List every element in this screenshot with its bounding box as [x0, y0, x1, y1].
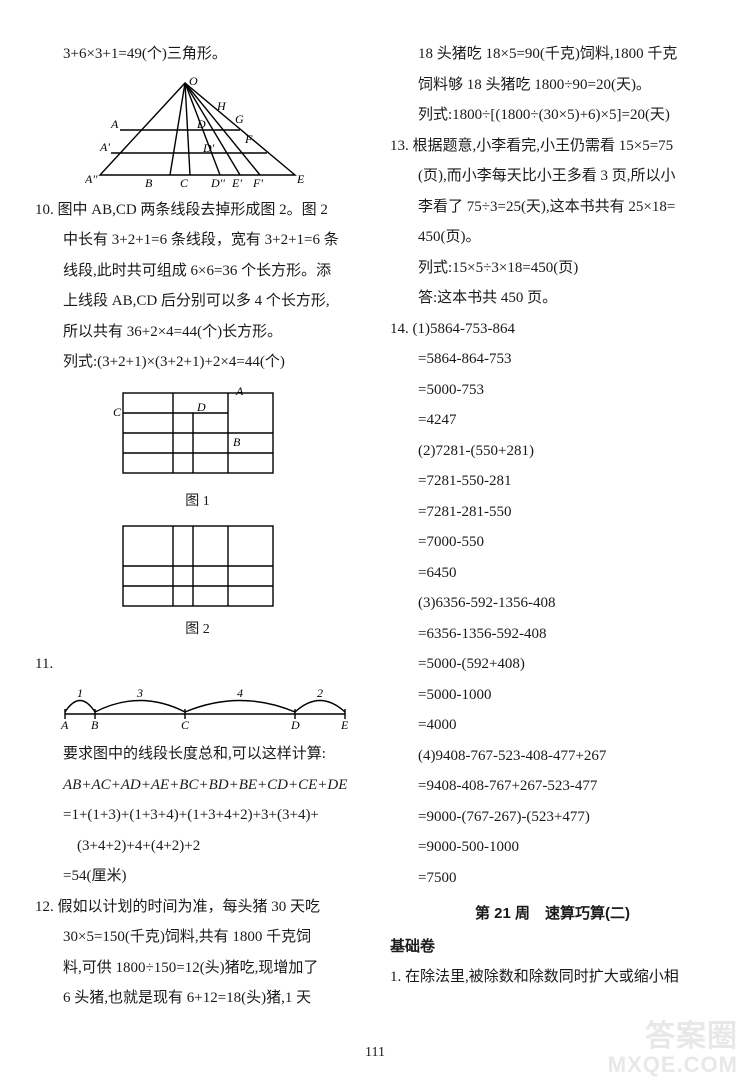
page-columns: 3+6×3+1=49(个)三角形。 O A A' A'' B C D — [35, 40, 715, 1025]
text-line: =6356-1356-592-408 — [390, 620, 715, 649]
text-line: 饲料够 18 头猪吃 1800÷90=20(天)。 — [390, 71, 715, 100]
label-A1: A' — [99, 140, 110, 154]
text-line: 14. (1)5864-753-864 — [390, 315, 715, 344]
text-line: (3+4+2)+4+(4+2)+2 — [35, 832, 360, 861]
label-D: D — [196, 400, 206, 414]
subsection-title: 基础卷 — [390, 933, 715, 962]
text-line: 线段,此时共可组成 6×6=36 个长方形。添 — [35, 257, 360, 286]
text-line: 30×5=150(千克)饲料,共有 1800 千克饲 — [35, 923, 360, 952]
text-line: =4000 — [390, 711, 715, 740]
text-line: =9408-408-767+267-523-477 — [390, 772, 715, 801]
text-line: =7000-550 — [390, 528, 715, 557]
segment-figure: A B C D E 1 3 4 2 — [55, 684, 355, 734]
seg-A: A — [60, 718, 69, 732]
text-line: 10. 图中 AB,CD 两条线段去掉形成图 2。图 2 — [35, 196, 360, 225]
text-line: =7281-550-281 — [390, 467, 715, 496]
text-line: 列式:15×5÷3×18=450(页) — [390, 254, 715, 283]
grid-figure-2 — [108, 521, 288, 611]
label-G: G — [235, 112, 244, 126]
text-line: 列式:(3+2+1)×(3+2+1)+2×4=44(个) — [35, 348, 360, 377]
label-E1: E' — [231, 176, 242, 190]
label-A: A — [110, 117, 119, 131]
text-line: =5000-(592+408) — [390, 650, 715, 679]
text-line: 上线段 AB,CD 后分别可以多 4 个长方形, — [35, 287, 360, 316]
text-line: =9000-(767-267)-(523+477) — [390, 803, 715, 832]
text-line: 12. 假如以计划的时间为准，每头猪 30 天吃 — [35, 893, 360, 922]
text-line: (页),而小李每天比小王多看 3 页,所以小 — [390, 162, 715, 191]
label-D2: D'' — [210, 176, 225, 190]
text-line: 1. 在除法里,被除数和除数同时扩大或缩小相 — [390, 963, 715, 992]
label-D1: D' — [202, 141, 215, 155]
label-E: E — [296, 172, 305, 186]
seg-2: 2 — [317, 686, 323, 700]
seg-3: 3 — [136, 686, 143, 700]
watermark: 答案圈 MXQE.COM — [608, 1020, 738, 1077]
text-line: 列式:1800÷[(1800÷(30×5)+6)×5]=20(天) — [390, 101, 715, 130]
label-C: C — [113, 405, 122, 419]
grid-figure-1: A C D B — [108, 383, 288, 483]
text-line: =5000-1000 — [390, 681, 715, 710]
text-line: =7281-281-550 — [390, 498, 715, 527]
seg-C: C — [181, 718, 190, 732]
seg-4: 4 — [237, 686, 243, 700]
figure-caption: 图 1 — [35, 489, 360, 516]
text-line: 中长有 3+2+1=6 条线段，宽有 3+2+1=6 条 — [35, 226, 360, 255]
text-line: 要求图中的线段长度总和,可以这样计算: — [35, 740, 360, 769]
label-A: A — [235, 384, 244, 398]
text-line: =5000-753 — [390, 376, 715, 405]
seg-D: D — [290, 718, 300, 732]
text-line: 13. 根据题意,小李看完,小王仍需看 15×5=75 — [390, 132, 715, 161]
seg-E: E — [340, 718, 349, 732]
label-B: B — [233, 435, 241, 449]
text-line: 18 头猪吃 18×5=90(千克)饲料,1800 千克 — [390, 40, 715, 69]
text-line: =54(厘米) — [35, 862, 360, 891]
section-title: 第 21 周 速算巧算(二) — [390, 900, 715, 929]
label-H: H — [216, 99, 227, 113]
text-line: 料,可供 1800÷150=12(头)猪吃,现增加了 — [35, 954, 360, 983]
text-line: 答:这本书共 450 页。 — [390, 284, 715, 313]
seg-B: B — [91, 718, 99, 732]
text-line: 李看了 75÷3=25(天),这本书共有 25×18= — [390, 193, 715, 222]
text-line: =7500 — [390, 864, 715, 893]
text-line: 450(页)。 — [390, 223, 715, 252]
text-line: =4247 — [390, 406, 715, 435]
figure-caption: 图 2 — [35, 617, 360, 644]
triangle-figure: O A A' A'' B C D D' D'' E' E F' F G H — [85, 75, 310, 190]
text-line: 所以共有 36+2×4=44(个)长方形。 — [35, 318, 360, 347]
text-line: 3+6×3+1=49(个)三角形。 — [35, 40, 360, 69]
watermark-en: MXQE.COM — [608, 1052, 738, 1077]
left-column: 3+6×3+1=49(个)三角形。 O A A' A'' B C D — [35, 40, 360, 1025]
text-line: =5864-864-753 — [390, 345, 715, 374]
label-O: O — [189, 75, 198, 88]
text-line: AB+AC+AD+AE+BC+BD+BE+CD+CE+DE — [35, 771, 360, 800]
label-C: C — [180, 176, 189, 190]
text-line: 11. — [35, 650, 360, 679]
text-line: =1+(1+3)+(1+3+4)+(1+3+4+2)+3+(3+4)+ — [35, 801, 360, 830]
text-line: =9000-500-1000 — [390, 833, 715, 862]
text-line: 6 头猪,也就是现有 6+12=18(头)猪,1 天 — [35, 984, 360, 1013]
text-line: (4)9408-767-523-408-477+267 — [390, 742, 715, 771]
label-A2: A'' — [85, 172, 98, 186]
text-line: =6450 — [390, 559, 715, 588]
seg-1: 1 — [77, 686, 83, 700]
label-F: F — [244, 132, 253, 146]
label-B: B — [145, 176, 153, 190]
label-D: D — [196, 117, 206, 131]
label-F1: F' — [252, 176, 263, 190]
text-line: (2)7281-(550+281) — [390, 437, 715, 466]
text-line: (3)6356-592-1356-408 — [390, 589, 715, 618]
watermark-cn: 答案圈 — [608, 1020, 738, 1053]
right-column: 18 头猪吃 18×5=90(千克)饲料,1800 千克 饲料够 18 头猪吃 … — [390, 40, 715, 1025]
